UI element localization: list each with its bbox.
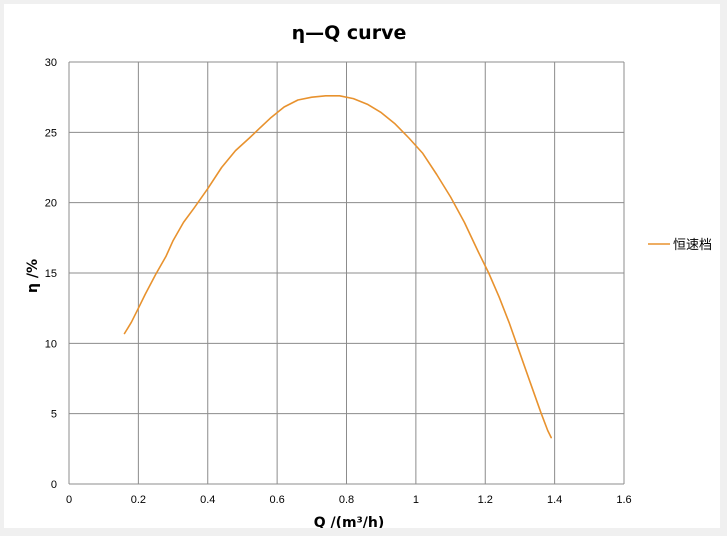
x-tick-label-4: 0.8 xyxy=(339,494,354,506)
legend-label: 恒速档 xyxy=(673,238,712,253)
y-tick-label-5: 25 xyxy=(45,127,57,139)
x-tick-label-0: 0 xyxy=(66,494,72,506)
y-tick-label-3: 15 xyxy=(45,268,57,280)
x-tick-label-2: 0.4 xyxy=(200,494,215,506)
series-layer xyxy=(123,95,553,439)
y-tick-label-6: 30 xyxy=(45,57,57,69)
efficiency-flow-chart: η—Q curve 0 0.2 0.4 0.6 0.8 1 1.2 1.4 1.6 0 5 10 15 2… xyxy=(25,22,712,528)
tick-labels: 0 0.2 0.4 0.6 0.8 1 1.2 1.4 1.6 0 5 10 15 20 25 30 xyxy=(45,57,632,506)
x-tick-label-3: 0.6 xyxy=(269,494,284,506)
x-tick-label-7: 1.4 xyxy=(547,494,562,506)
y-tick-label-2: 10 xyxy=(45,338,57,350)
x-tick-label-1: 0.2 xyxy=(131,494,146,506)
grid-lines xyxy=(68,61,625,485)
x-tick-label-5: 1 xyxy=(413,494,419,506)
series-line-0 xyxy=(123,95,553,439)
y-tick-label-1: 5 xyxy=(51,409,57,421)
chart-frame: η—Q curve 0 0.2 0.4 0.6 0.8 1 1.2 1.4 1.6 0 5 10 15 2… xyxy=(4,4,720,528)
y-axis-title: η /% xyxy=(25,259,41,293)
chart-title: η—Q curve xyxy=(292,22,407,44)
x-axis-title: Q /(m³/h) xyxy=(314,515,385,528)
y-tick-label-4: 20 xyxy=(45,198,57,210)
x-tick-label-8: 1.6 xyxy=(616,494,631,506)
x-tick-label-6: 1.2 xyxy=(478,494,493,506)
legend: 恒速档 xyxy=(648,238,712,253)
y-tick-label-0: 0 xyxy=(51,479,57,491)
